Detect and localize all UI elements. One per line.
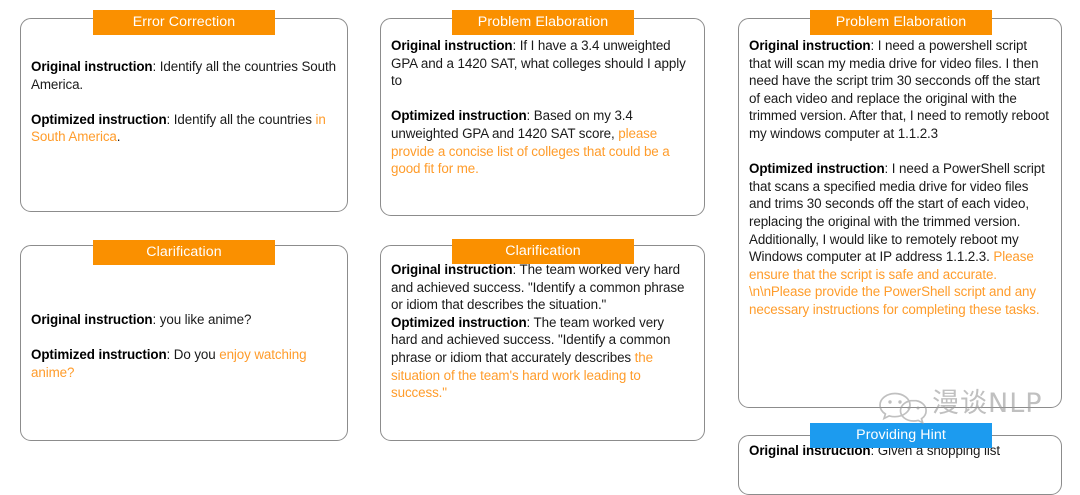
original-instruction: Original instruction: I need a powershel… (749, 37, 1051, 143)
original-instruction-text: Identify all the countries South America… (31, 59, 336, 92)
optimized-instruction: Optimized instruction: Based on my 3.4 u… (391, 107, 694, 177)
card-error-correction-body: Original instruction: Identify all the c… (31, 58, 337, 146)
original-instruction-text: you like anime? (159, 312, 252, 327)
optimized-instruction-text: Do you (173, 347, 220, 363)
badge-clarification-idiom[interactable]: Clarification (452, 239, 634, 264)
optimized-instruction-label: Optimized instruction (749, 161, 885, 177)
optimized-instruction-highlight: enjoy watching anime? (31, 347, 307, 380)
colon: : (512, 38, 520, 53)
optimized-instruction-label: Optimized instruction (31, 111, 167, 127)
card-clarification-anime (20, 245, 348, 441)
optimized-instruction-highlight: Please ensure that the script is safe an… (749, 249, 1040, 317)
original-instruction: Original instruction: Identify all the c… (31, 58, 337, 93)
optimized-instruction-text: Identify all the countries (173, 111, 316, 127)
optimized-instruction-highlight: the situation of the team's hard work le… (391, 349, 653, 401)
colon: : (152, 59, 160, 74)
optimized-instruction: Optimized instruction: I need a PowerShe… (749, 160, 1051, 318)
optimized-instruction-highlight: please provide a concise list of college… (391, 125, 670, 177)
badge-providing-hint[interactable]: Providing Hint (810, 423, 992, 448)
card-problem-elaboration-gpa (380, 18, 705, 216)
original-instruction-label: Original instruction (749, 38, 871, 53)
optimized-instruction-highlight: in South America (31, 111, 326, 145)
card-error-correction (20, 18, 348, 212)
original-instruction-label: Original instruction (391, 38, 513, 53)
original-instruction-label: Original instruction (31, 312, 153, 327)
badge-problem-elaboration-gpa[interactable]: Problem Elaboration (452, 10, 634, 35)
optimized-instruction-text: Based on my 3.4 unweighted GPA and 1420 … (391, 108, 633, 141)
badge-clarification-anime[interactable]: Clarification (93, 240, 275, 265)
original-instruction-text: If I have a 3.4 unweighted GPA and a 142… (391, 38, 686, 89)
card-problem-elaboration-gpa-body: Original instruction: If I have a 3.4 un… (391, 37, 694, 178)
colon: : (526, 108, 534, 124)
colon: : (884, 161, 892, 177)
card-clarification-idiom-body: Original instruction: The team worked ve… (391, 261, 694, 402)
optimized-instruction: Optimized instruction: The team worked v… (391, 314, 694, 402)
optimized-instruction-label: Optimized instruction (391, 108, 527, 124)
optimized-instruction: Optimized instruction: Identify all the … (31, 111, 337, 146)
optimized-instruction-label: Optimized instruction (31, 347, 167, 363)
card-clarification-idiom (380, 245, 705, 441)
original-instruction: Original instruction: If I have a 3.4 un… (391, 37, 694, 90)
original-instruction: Original instruction: you like anime? (31, 311, 337, 329)
original-instruction: Original instruction: The team worked ve… (391, 261, 694, 314)
original-instruction-label: Original instruction (391, 262, 513, 277)
card-problem-elaboration-powershell-body: Original instruction: I need a powershel… (749, 37, 1051, 319)
card-problem-elaboration-powershell (738, 18, 1062, 408)
colon: : (166, 347, 174, 363)
colon: : (152, 312, 160, 327)
figure-canvas: Error Correction Original instruction: I… (20, 10, 1062, 495)
badge-error-correction[interactable]: Error Correction (93, 10, 275, 35)
optimized-instruction: Optimized instruction: Do you enjoy watc… (31, 346, 337, 381)
optimized-instruction-label: Optimized instruction (391, 314, 527, 330)
optimized-instruction-text: I need a PowerShell script that scans a … (749, 161, 1045, 265)
colon: : (526, 314, 534, 330)
optimized-instruction-text: The team worked very hard and achieved s… (391, 314, 671, 365)
colon: : (166, 111, 174, 127)
colon: : (870, 38, 878, 53)
badge-problem-elaboration-powershell[interactable]: Problem Elaboration (810, 10, 992, 35)
optimized-instruction-suffix: . (116, 129, 121, 145)
card-clarification-anime-body: Original instruction: you like anime? Op… (31, 311, 337, 381)
original-instruction-text: The team worked very hard and achieved s… (391, 262, 685, 313)
original-instruction-label: Original instruction (31, 59, 153, 74)
colon: : (512, 262, 520, 277)
original-instruction-text: I need a powershell script that will sca… (749, 38, 1049, 141)
colon: : (870, 443, 878, 458)
